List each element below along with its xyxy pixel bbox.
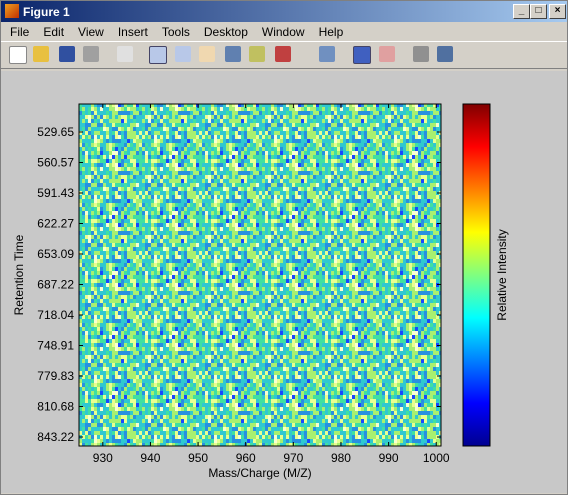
toolbar [1, 41, 567, 69]
x-tick-label: 940 [140, 451, 160, 465]
maximize-button[interactable]: □ [530, 4, 547, 19]
menu-item[interactable]: Help [318, 24, 344, 39]
menu-item[interactable]: File [10, 24, 30, 39]
zoom-out-button[interactable] [175, 46, 191, 62]
heatmap-image [78, 103, 442, 447]
x-tick-label: 930 [93, 451, 113, 465]
x-tick-label: 990 [379, 451, 399, 465]
y-tick-label: 653.09 [37, 247, 74, 261]
app-icon [5, 4, 19, 18]
menu-item[interactable]: Window [261, 24, 305, 39]
x-tick-label: 980 [331, 451, 351, 465]
pan-button[interactable] [199, 46, 215, 62]
menu-item[interactable]: Desktop [203, 24, 248, 39]
menu-item[interactable]: Insert [117, 24, 148, 39]
y-tick-label: 591.43 [37, 186, 74, 200]
link-button[interactable] [319, 46, 335, 62]
figure-canvas: Mass/Charge (M/Z) Retention Time Relativ… [1, 71, 567, 493]
y-tick-label: 687.22 [37, 278, 74, 292]
brush-button[interactable] [275, 46, 291, 62]
y-tick-label: 718.04 [37, 308, 74, 322]
select-button[interactable] [117, 46, 133, 62]
x-tick-label: 970 [283, 451, 303, 465]
open-button[interactable] [33, 46, 49, 62]
x-tick-label: 960 [236, 451, 256, 465]
minimize-button[interactable]: _ [513, 4, 530, 19]
show-tools-button[interactable] [437, 46, 453, 62]
datacursor-button[interactable] [249, 46, 265, 62]
x-tick-label: 1000 [423, 451, 450, 465]
close-button[interactable]: × [549, 4, 566, 19]
x-axis-label: Mass/Charge (M/Z) [208, 466, 311, 480]
menu-item[interactable]: Edit [43, 24, 65, 39]
colorbar-button[interactable] [353, 46, 371, 64]
window-title: Figure 1 [23, 4, 70, 19]
menu-item[interactable]: Tools [161, 24, 190, 39]
y-tick-label: 779.83 [37, 369, 74, 383]
hide-tools-button[interactable] [413, 46, 429, 62]
title-bar: Figure 1 _ □ × [1, 1, 567, 22]
legend-button[interactable] [379, 46, 395, 62]
new-button[interactable] [9, 46, 27, 64]
y-tick-label: 843.22 [37, 430, 74, 444]
save-button[interactable] [59, 46, 75, 62]
y-axis-label: Retention Time [12, 234, 26, 315]
x-tick-label: 950 [188, 451, 208, 465]
print-button[interactable] [83, 46, 99, 62]
colorbar [462, 103, 491, 447]
y-tick-label: 748.91 [37, 339, 74, 353]
rotate-button[interactable] [225, 46, 241, 62]
y-tick-label: 560.57 [37, 156, 74, 170]
y-tick-label: 622.27 [37, 217, 74, 231]
y-tick-label: 810.68 [37, 400, 74, 414]
zoom-in-button[interactable] [149, 46, 167, 64]
menu-item[interactable]: View [78, 24, 104, 39]
colorbar-label: Relative Intensity [495, 229, 509, 320]
menu-bar: File Edit View Insert Tools Desktop Window Help [1, 22, 567, 41]
y-tick-label: 529.65 [37, 125, 74, 139]
